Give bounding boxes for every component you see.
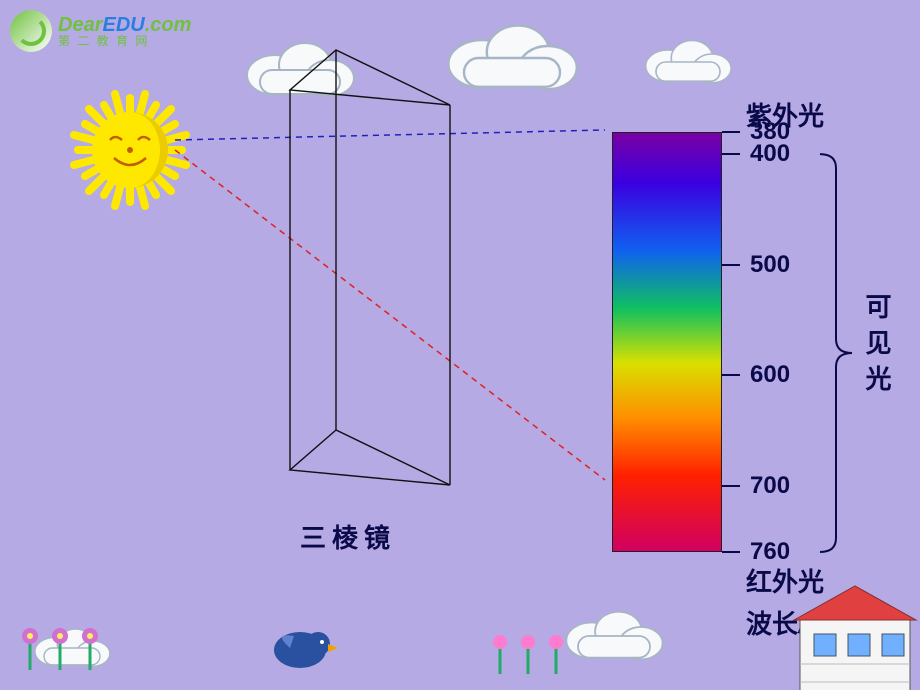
spectrum-bar [612, 132, 722, 552]
spectrum-tick [722, 153, 740, 155]
spectrum-tick [722, 131, 740, 133]
spectrum-tick [722, 374, 740, 376]
spectrum-tick-label: 700 [750, 472, 790, 500]
uv-label: 紫外光 [746, 96, 824, 133]
spectrum-tick-label: 600 [750, 361, 790, 389]
prism-label: 三棱镜 [300, 518, 396, 555]
spectrum-tick-label: 500 [750, 251, 790, 279]
spectrum-tick [722, 485, 740, 487]
spectrum-tick-label: 400 [750, 140, 790, 168]
spectrum-tick [722, 551, 740, 553]
spectrum-tick [722, 264, 740, 266]
